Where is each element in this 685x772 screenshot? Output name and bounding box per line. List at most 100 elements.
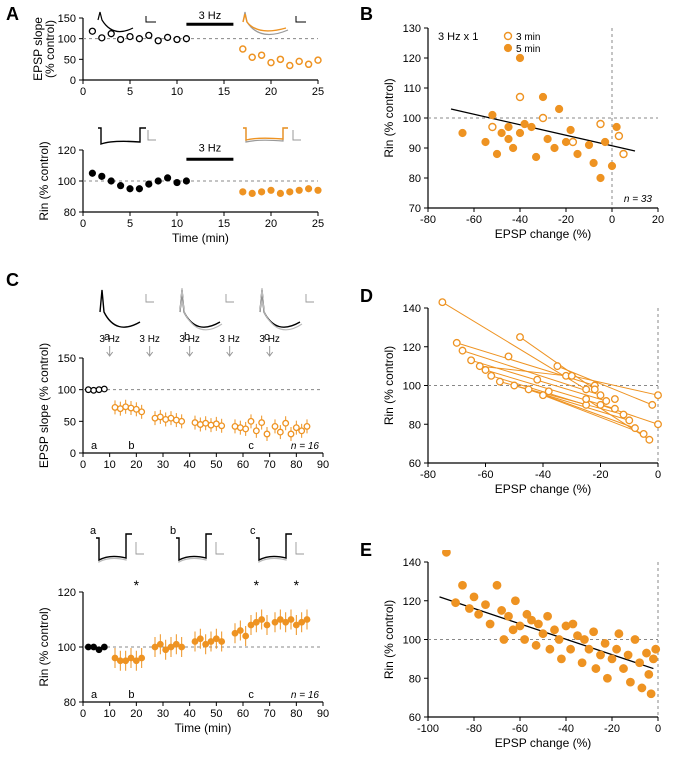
svg-text:-40: -40: [512, 214, 528, 226]
svg-text:EPSP change (%): EPSP change (%): [495, 736, 592, 750]
panel-d-chart: -80-60-40-2006080100120140EPSP change (%…: [378, 296, 678, 506]
svg-text:110: 110: [403, 83, 421, 95]
svg-text:b: b: [128, 689, 134, 701]
svg-text:10: 10: [104, 459, 116, 471]
svg-text:3 Hz: 3 Hz: [259, 334, 280, 345]
svg-text:90: 90: [409, 143, 421, 155]
svg-text:100: 100: [403, 381, 421, 393]
svg-text:-80: -80: [420, 214, 436, 226]
svg-text:b: b: [170, 525, 176, 537]
svg-text:Rin (% control): Rin (% control): [382, 78, 396, 157]
svg-text:120: 120: [403, 342, 421, 354]
svg-text:20: 20: [130, 708, 142, 720]
svg-text:15: 15: [218, 218, 230, 230]
svg-text:3 Hz: 3 Hz: [199, 10, 222, 22]
svg-text:70: 70: [264, 708, 276, 720]
svg-text:80: 80: [409, 419, 421, 431]
panel-e-label: E: [360, 540, 372, 561]
svg-text:c: c: [248, 689, 254, 701]
svg-text:-20: -20: [558, 214, 574, 226]
svg-text:3 Hz x 1: 3 Hz x 1: [438, 31, 478, 43]
svg-text:50: 50: [210, 708, 222, 720]
svg-text:-80: -80: [420, 469, 436, 481]
panel-a-label: A: [6, 4, 19, 25]
svg-text:0: 0: [70, 75, 76, 87]
svg-text:80: 80: [290, 459, 302, 471]
svg-text:120: 120: [403, 596, 421, 608]
svg-text:5: 5: [127, 218, 133, 230]
svg-text:n = 16: n = 16: [291, 690, 320, 701]
svg-text:90: 90: [317, 708, 329, 720]
svg-text:5 min: 5 min: [516, 44, 540, 55]
svg-text:0: 0: [609, 214, 615, 226]
svg-text:0: 0: [80, 218, 86, 230]
svg-text:0: 0: [80, 86, 86, 98]
svg-text:-40: -40: [535, 469, 551, 481]
svg-text:a: a: [91, 689, 98, 701]
svg-text:130: 130: [403, 23, 421, 35]
svg-text:80: 80: [409, 173, 421, 185]
svg-text:c: c: [248, 440, 254, 452]
svg-text:50: 50: [64, 54, 76, 66]
svg-text:0: 0: [655, 723, 661, 735]
svg-text:5: 5: [127, 86, 133, 98]
svg-text:*: *: [134, 577, 140, 593]
svg-text:100: 100: [58, 642, 76, 654]
panel-c-bottom-chart: 010203040506070809080100120Time (min)Rin…: [28, 520, 338, 750]
svg-text:*: *: [294, 577, 300, 593]
svg-text:100: 100: [58, 176, 76, 188]
svg-text:b: b: [128, 440, 134, 452]
svg-text:100: 100: [403, 113, 421, 125]
svg-text:-60: -60: [512, 723, 528, 735]
svg-text:3 Hz: 3 Hz: [219, 334, 240, 345]
svg-text:-60: -60: [466, 214, 482, 226]
svg-text:120: 120: [403, 53, 421, 65]
svg-text:25: 25: [312, 218, 324, 230]
panel-a-bottom-chart: 051015202580100120Time (min)Rin (% contr…: [28, 120, 328, 250]
svg-text:150: 150: [58, 13, 76, 25]
svg-text:15: 15: [218, 86, 230, 98]
svg-text:80: 80: [64, 207, 76, 219]
svg-text:Rin (% control): Rin (% control): [37, 607, 51, 686]
svg-text:140: 140: [403, 303, 421, 315]
svg-text:20: 20: [265, 218, 277, 230]
svg-text:30: 30: [157, 459, 169, 471]
svg-text:20: 20: [652, 214, 664, 226]
svg-text:50: 50: [64, 416, 76, 428]
svg-text:EPSP slope(% control): EPSP slope(% control): [31, 17, 57, 81]
svg-text:25: 25: [312, 86, 324, 98]
svg-text:60: 60: [409, 458, 421, 470]
svg-text:60: 60: [237, 708, 249, 720]
svg-text:120: 120: [58, 145, 76, 157]
svg-text:-60: -60: [478, 469, 494, 481]
svg-text:80: 80: [409, 673, 421, 685]
svg-text:40: 40: [184, 708, 196, 720]
svg-text:-40: -40: [558, 723, 574, 735]
svg-text:n = 16: n = 16: [291, 441, 320, 452]
svg-text:c: c: [250, 525, 256, 537]
svg-text:100: 100: [58, 385, 76, 397]
svg-text:EPSP change (%): EPSP change (%): [495, 227, 592, 241]
svg-text:70: 70: [264, 459, 276, 471]
svg-text:EPSP slope (% control): EPSP slope (% control): [37, 343, 51, 468]
svg-text:60: 60: [409, 712, 421, 724]
svg-text:10: 10: [171, 86, 183, 98]
svg-text:EPSP change (%): EPSP change (%): [495, 482, 592, 496]
panel-c-top-chart: 0102030405060708090050100150EPSP slope (…: [28, 280, 338, 490]
svg-text:n = 33: n = 33: [624, 194, 653, 205]
panel-b-chart: -80-60-40-20020708090100110120130EPSP ch…: [378, 10, 678, 250]
svg-text:Rin (% control): Rin (% control): [37, 141, 51, 220]
svg-text:0: 0: [655, 469, 661, 481]
svg-text:10: 10: [104, 708, 116, 720]
svg-text:Rin (% control): Rin (% control): [382, 346, 396, 425]
svg-text:3 Hz: 3 Hz: [139, 334, 160, 345]
svg-text:10: 10: [171, 218, 183, 230]
svg-text:3 Hz: 3 Hz: [179, 334, 200, 345]
svg-text:0: 0: [70, 448, 76, 460]
svg-text:-80: -80: [466, 723, 482, 735]
svg-text:90: 90: [317, 459, 329, 471]
svg-text:-20: -20: [604, 723, 620, 735]
panel-a-top-chart: 0510152025050100150EPSP slope(% control)…: [28, 10, 328, 110]
svg-text:*: *: [254, 577, 260, 593]
panel-b-label: B: [360, 4, 373, 25]
